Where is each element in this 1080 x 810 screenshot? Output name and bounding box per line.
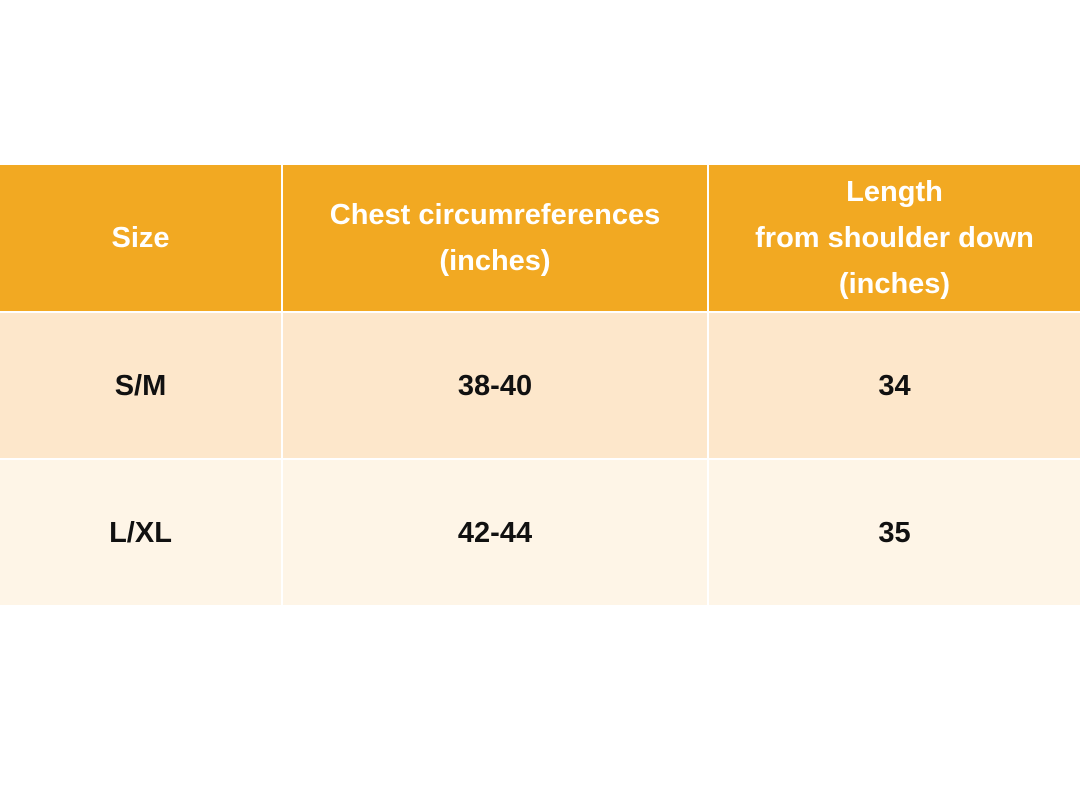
cell-text: S/M — [114, 369, 167, 402]
cell-text: 42-44 — [457, 516, 533, 549]
table-cell: 35 — [709, 460, 1080, 605]
cell-text: 34 — [878, 369, 911, 402]
header-cell: Size — [0, 165, 281, 311]
header-text: Chest circumreferences — [329, 199, 661, 231]
header-text: Length — [846, 176, 943, 208]
cell-text: L/XL — [109, 516, 172, 549]
header-text: (inches) — [838, 268, 951, 300]
table-cell: L/XL — [0, 460, 281, 605]
header-text: Size — [111, 222, 170, 254]
table-cell: 34 — [709, 313, 1080, 458]
header-text: from shoulder down — [755, 222, 1034, 254]
table-cell: S/M — [0, 313, 281, 458]
cell-text: 38-40 — [457, 369, 533, 402]
table-cell: 42-44 — [283, 460, 707, 605]
table-cell: 38-40 — [283, 313, 707, 458]
header-text: (inches) — [439, 245, 551, 277]
header-cell: Chest circumreferences (inches) — [283, 165, 707, 311]
cell-text: 35 — [878, 516, 911, 549]
header-cell: Length from shoulder down (inches) — [709, 165, 1080, 311]
